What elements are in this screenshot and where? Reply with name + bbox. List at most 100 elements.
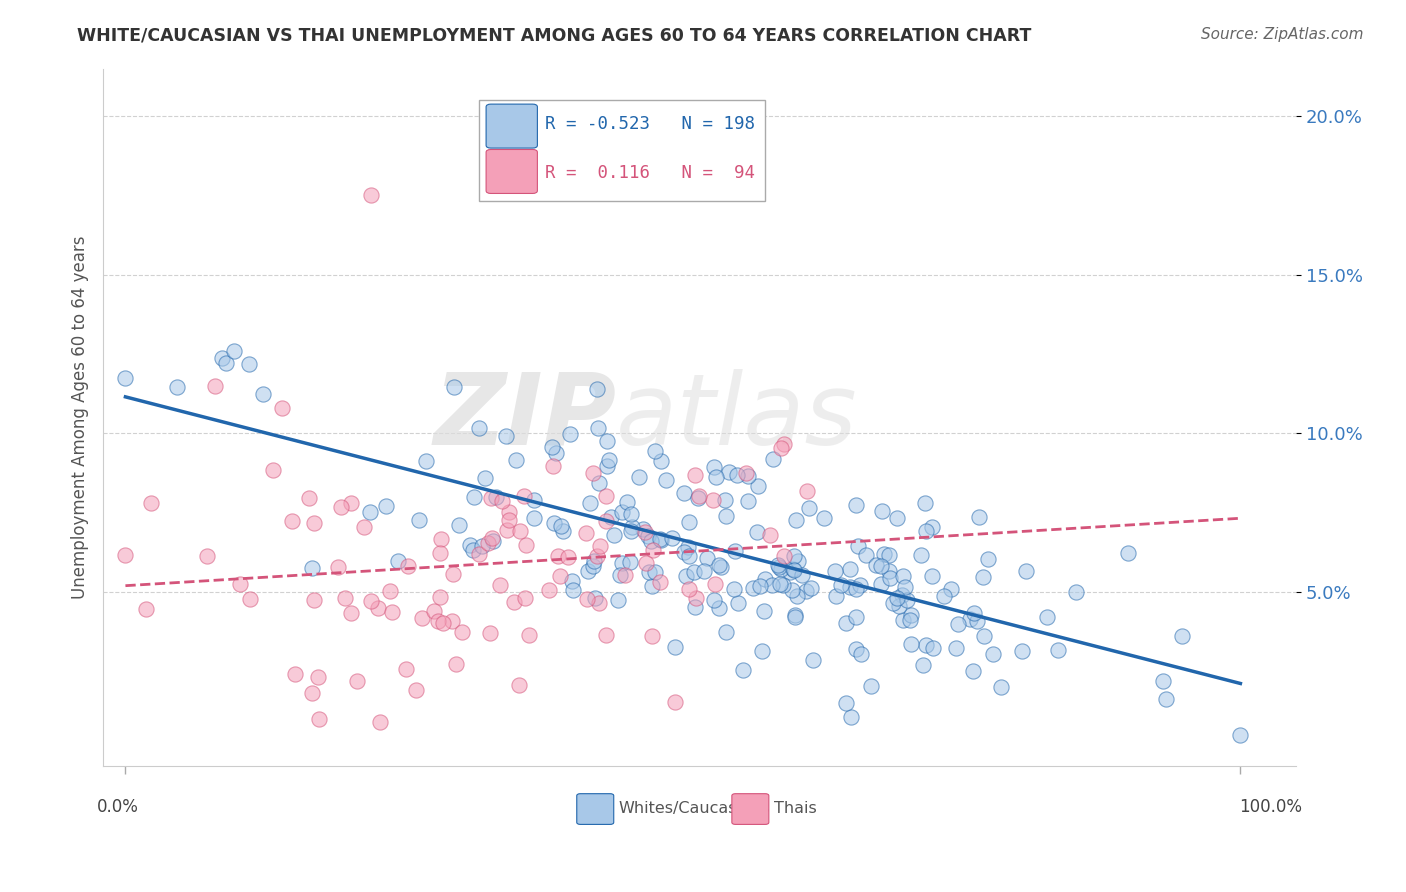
Point bbox=[609, 568, 631, 582]
Point bbox=[886, 591, 908, 606]
Point bbox=[432, 616, 454, 631]
Point bbox=[716, 508, 738, 523]
Point bbox=[641, 579, 664, 593]
Point bbox=[1116, 545, 1139, 559]
Point bbox=[627, 469, 650, 483]
Point bbox=[204, 378, 226, 392]
Point bbox=[498, 513, 520, 527]
Point bbox=[882, 597, 904, 611]
Point bbox=[496, 523, 519, 537]
Point bbox=[896, 593, 918, 607]
Point bbox=[583, 554, 606, 568]
Point bbox=[381, 605, 404, 619]
Point bbox=[1011, 643, 1033, 657]
Point bbox=[463, 490, 485, 504]
Point bbox=[548, 568, 571, 582]
Point bbox=[610, 556, 633, 570]
Point bbox=[1152, 673, 1174, 688]
Point bbox=[620, 507, 643, 521]
Point bbox=[598, 452, 620, 467]
Point bbox=[707, 601, 730, 615]
Text: 0.0%: 0.0% bbox=[97, 797, 139, 816]
Point bbox=[360, 188, 382, 202]
Point bbox=[637, 566, 659, 580]
Point bbox=[505, 453, 527, 467]
Point bbox=[346, 673, 368, 688]
Point bbox=[891, 568, 914, 582]
Point bbox=[166, 380, 188, 394]
Point bbox=[444, 657, 467, 671]
Point bbox=[813, 510, 835, 524]
FancyBboxPatch shape bbox=[486, 150, 537, 194]
Point bbox=[430, 532, 453, 546]
Point bbox=[783, 609, 806, 624]
Point bbox=[484, 490, 506, 504]
Point bbox=[921, 640, 943, 655]
Point bbox=[281, 514, 304, 528]
Point bbox=[461, 543, 484, 558]
Point bbox=[229, 577, 252, 591]
Point bbox=[761, 578, 783, 592]
Point bbox=[301, 686, 323, 700]
Point bbox=[284, 667, 307, 681]
Point bbox=[877, 548, 900, 562]
Point bbox=[252, 386, 274, 401]
Point bbox=[582, 466, 605, 480]
Point bbox=[301, 561, 323, 575]
Point bbox=[673, 545, 696, 559]
Point bbox=[308, 712, 330, 726]
Point bbox=[650, 454, 672, 468]
Point bbox=[835, 615, 858, 630]
Point bbox=[489, 577, 512, 591]
Point bbox=[633, 522, 655, 536]
Point bbox=[703, 459, 725, 474]
Point bbox=[326, 559, 349, 574]
Text: R =  0.116   N =  94: R = 0.116 N = 94 bbox=[544, 164, 755, 182]
Point bbox=[468, 547, 491, 561]
Point bbox=[515, 591, 537, 605]
Point bbox=[900, 637, 922, 651]
Point bbox=[785, 513, 807, 527]
Point bbox=[869, 576, 891, 591]
Point bbox=[725, 468, 748, 483]
Point bbox=[302, 516, 325, 531]
Point bbox=[387, 553, 409, 567]
Point bbox=[578, 496, 600, 510]
Point bbox=[640, 533, 662, 548]
Point bbox=[1036, 610, 1059, 624]
Point bbox=[703, 576, 725, 591]
Point bbox=[769, 562, 792, 576]
Point bbox=[769, 441, 792, 455]
Point bbox=[914, 638, 936, 652]
Point bbox=[1170, 629, 1192, 643]
Point bbox=[588, 597, 610, 611]
Point bbox=[367, 600, 389, 615]
Point bbox=[846, 539, 869, 553]
Point bbox=[359, 504, 381, 518]
Point bbox=[612, 505, 634, 519]
Point bbox=[541, 441, 564, 455]
Point bbox=[787, 554, 810, 568]
Point bbox=[830, 578, 852, 592]
Point bbox=[634, 557, 657, 571]
Point bbox=[841, 710, 863, 724]
Point bbox=[547, 549, 569, 563]
Point bbox=[588, 475, 610, 490]
Point bbox=[678, 549, 700, 564]
Point bbox=[848, 578, 870, 592]
Text: Thais: Thais bbox=[773, 801, 817, 816]
Point bbox=[644, 444, 666, 458]
Point bbox=[620, 520, 643, 534]
Point bbox=[870, 504, 893, 518]
Point bbox=[576, 564, 599, 578]
Point bbox=[714, 625, 737, 640]
Point bbox=[340, 496, 363, 510]
Point bbox=[792, 568, 814, 582]
Point bbox=[800, 581, 823, 595]
Point bbox=[963, 607, 986, 621]
Point bbox=[703, 593, 725, 607]
Point bbox=[517, 628, 540, 642]
Point bbox=[661, 532, 683, 546]
Point bbox=[557, 550, 579, 565]
Point bbox=[723, 582, 745, 597]
